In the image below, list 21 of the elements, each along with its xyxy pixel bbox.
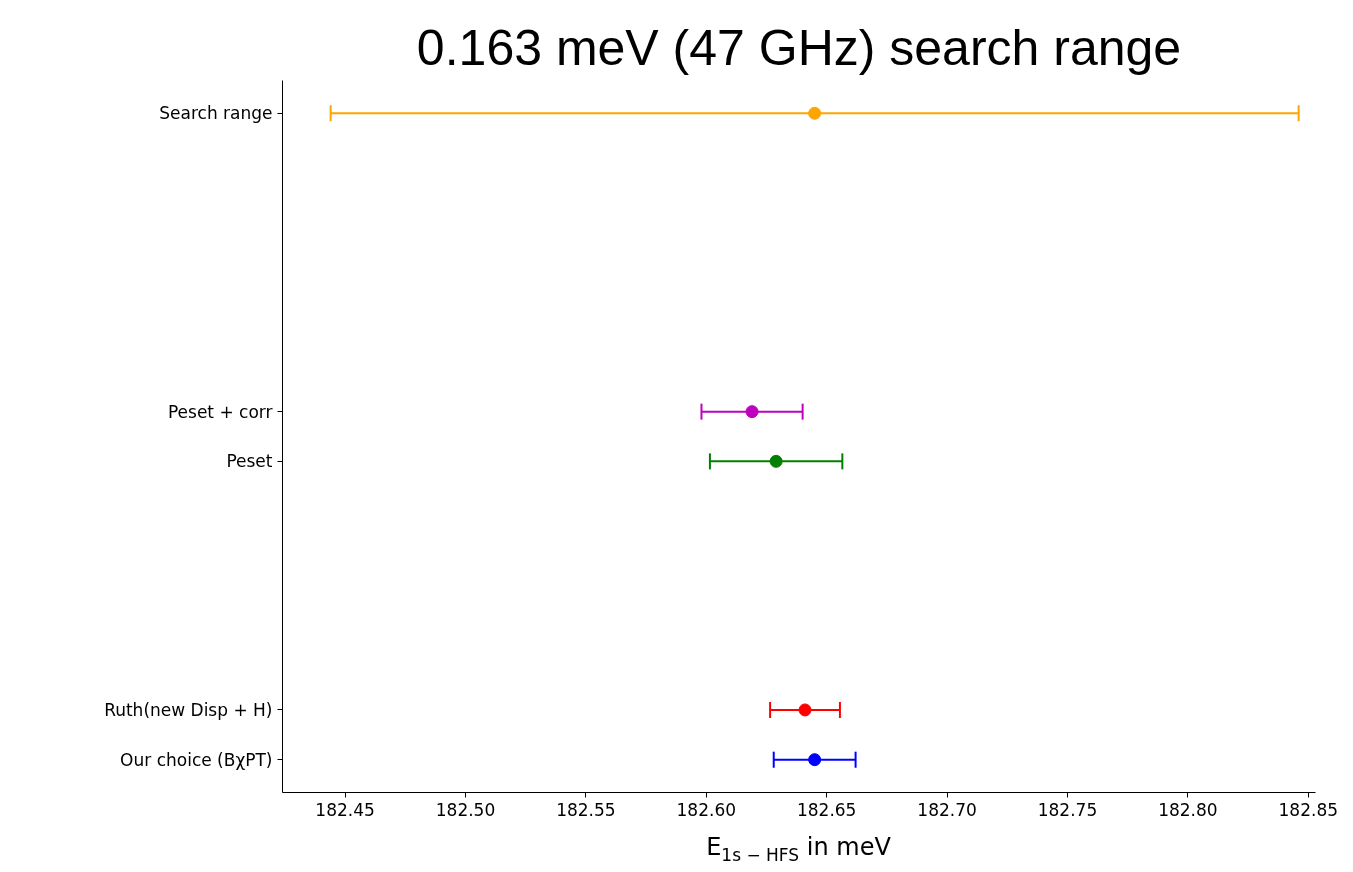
y-tick-label: Our choice (BχPT) — [120, 749, 273, 770]
y-tick-label: Search range — [159, 103, 273, 124]
x-tick-label: 182.55 — [556, 799, 616, 820]
x-tick-label: 182.60 — [676, 799, 737, 820]
x-tick-label: 182.80 — [1158, 799, 1218, 820]
point — [808, 106, 822, 120]
x-tick-label: 182.45 — [315, 799, 375, 820]
y-tick-label: Peset — [226, 451, 273, 472]
x-tick-label: 182.70 — [917, 799, 977, 820]
x-tick-label: 182.85 — [1278, 799, 1339, 820]
x-axis-title: E$_{1s − HFS}$ in meV — [706, 832, 891, 867]
chart-title: 0.163 meV (47 GHz) search range — [416, 19, 1182, 76]
x-tick-label: 182.50 — [435, 799, 496, 820]
point — [798, 703, 812, 717]
y-tick-label: Peset + corr — [167, 401, 273, 422]
point — [808, 753, 822, 767]
point — [745, 405, 759, 419]
point — [769, 454, 783, 468]
x-tick-label: 182.75 — [1037, 799, 1098, 820]
x-tick-label: 182.65 — [796, 799, 857, 820]
y-tick-label: Ruth(new Disp + H) — [104, 699, 273, 720]
